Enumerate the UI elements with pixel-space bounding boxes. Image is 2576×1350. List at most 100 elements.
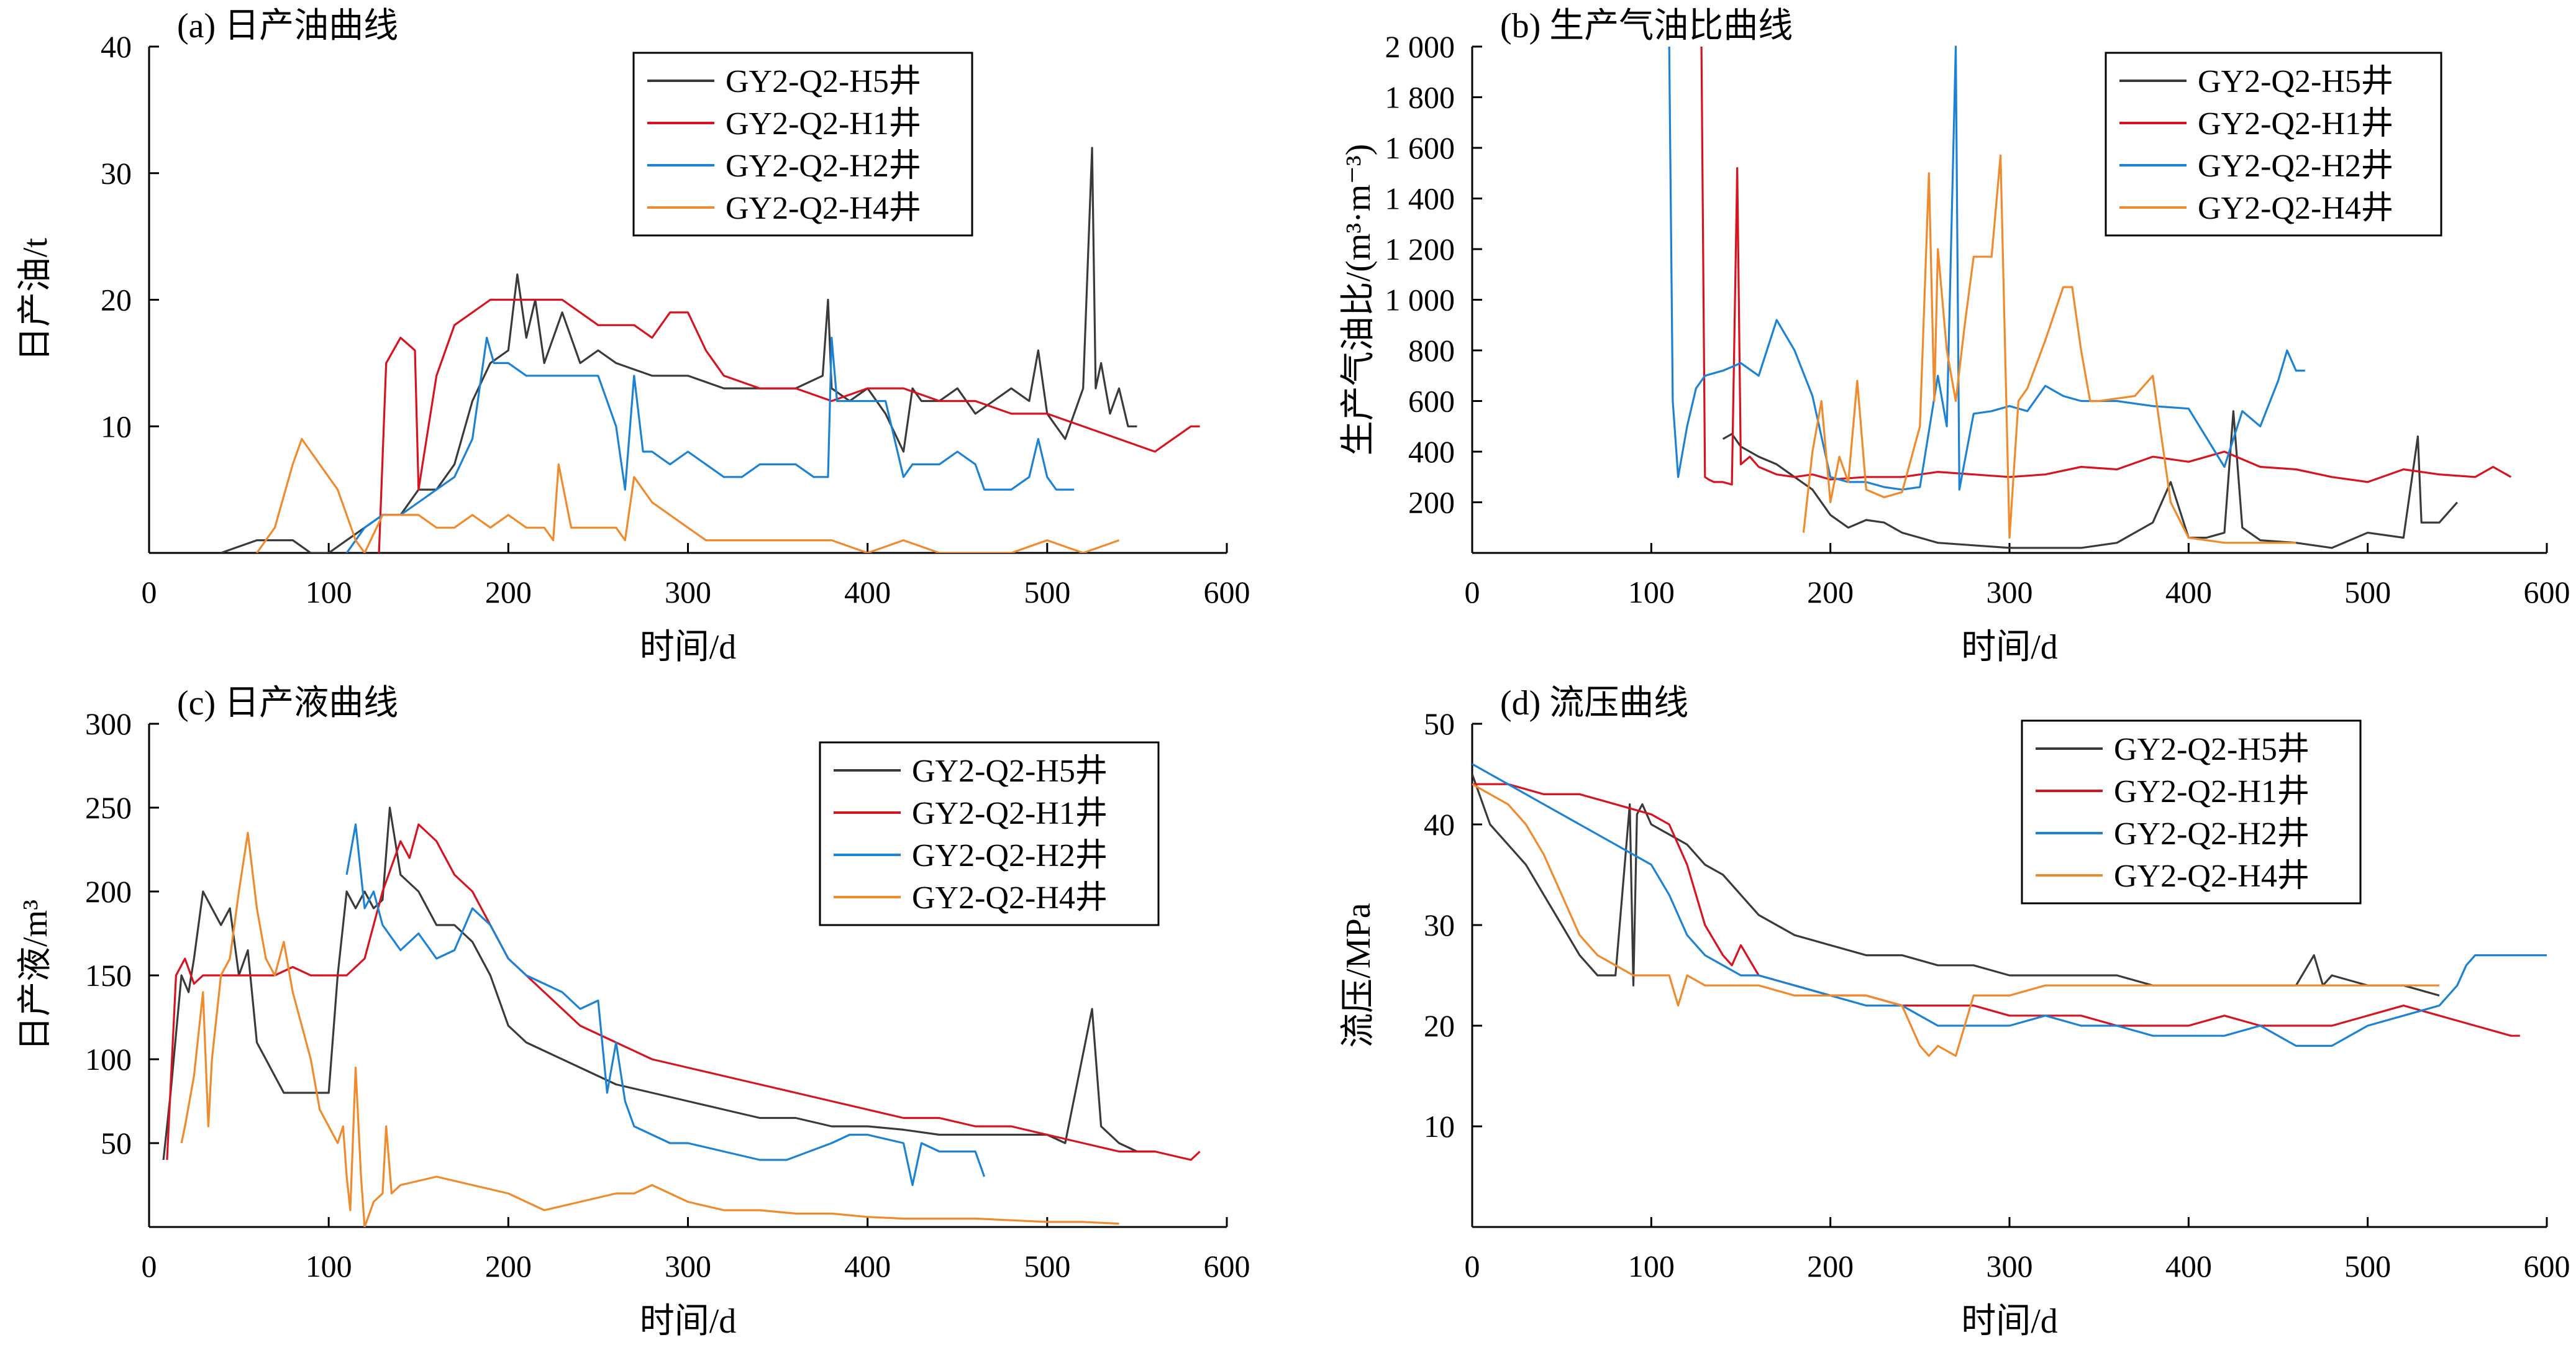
y-tick-label: 2 000 <box>1385 29 1455 64</box>
x-tick-label: 200 <box>1807 575 1854 609</box>
x-tick-label: 600 <box>1204 575 1250 609</box>
x-tick-label: 0 <box>1465 1249 1480 1284</box>
series-line-h5 <box>1722 410 2458 549</box>
series-line-h2 <box>345 823 986 1187</box>
x-axis-label: 时间/d <box>1961 628 2058 667</box>
series-line-h1 <box>1472 783 2520 1037</box>
legend-label: GY2-Q2-H1井 <box>726 106 921 142</box>
legend-label: GY2-Q2-H4井 <box>912 880 1108 916</box>
y-tick-label: 10 <box>1424 1109 1455 1144</box>
y-tick-label: 40 <box>101 29 132 64</box>
legend-box <box>2021 719 2362 905</box>
legend-label: GY2-Q2-H1井 <box>912 796 1108 831</box>
y-tick-label: 200 <box>85 874 132 909</box>
x-axis-label: 时间/d <box>640 628 737 667</box>
series-line-h4 <box>256 437 1120 553</box>
series-line-h2 <box>345 336 1075 553</box>
y-tick-label: 1 600 <box>1385 130 1455 165</box>
series-line-h1 <box>1700 46 2512 486</box>
y-tick-label: 20 <box>101 283 132 317</box>
x-tick-label: 400 <box>844 575 891 609</box>
y-tick-label: 400 <box>1408 434 1455 469</box>
x-tick-label: 200 <box>485 1249 532 1284</box>
x-tick-label: 500 <box>1024 575 1070 609</box>
legend-box <box>632 52 973 237</box>
series-line-h4 <box>180 831 1119 1227</box>
chart-panel-b: 0 100 200 300 400 500 600 200 400 600 800 1 000 1 20… <box>1339 7 2570 667</box>
x-tick-label: 100 <box>306 1249 352 1284</box>
y-tick-label: 30 <box>101 156 132 191</box>
x-tick-label: 600 <box>2524 1249 2570 1284</box>
y-tick-label: 1 000 <box>1385 283 1455 317</box>
series-line-h1 <box>378 298 1200 553</box>
x-tick-label: 600 <box>2524 575 2570 609</box>
x-tick-label: 600 <box>1204 1249 1250 1284</box>
y-tick-label: 100 <box>85 1042 132 1077</box>
x-tick-label: 500 <box>2344 1249 2391 1284</box>
series-line-h4 <box>1802 154 2296 544</box>
chart-title: (b) 生产气油比曲线 <box>1500 7 1793 45</box>
legend-label: GY2-Q2-H5井 <box>726 64 921 99</box>
y-axis-label: 生产气油比/(m³·m⁻³) <box>1339 144 1378 456</box>
y-tick-label: 20 <box>1424 1008 1455 1043</box>
x-axis-label: 时间/d <box>640 1302 737 1341</box>
x-tick-label: 300 <box>665 1249 711 1284</box>
x-tick-label: 300 <box>1987 1249 2033 1284</box>
y-tick-label: 10 <box>101 409 132 444</box>
x-tick-label: 400 <box>2165 575 2212 609</box>
y-tick-label: 50 <box>1424 706 1455 741</box>
legend-label: GY2-Q2-H1井 <box>2114 774 2310 810</box>
x-tick-label: 300 <box>1987 575 2033 609</box>
series-line-h4 <box>1472 783 2439 1057</box>
y-axis-label: 日产油/t <box>16 238 55 362</box>
x-tick-label: 200 <box>1807 1249 1854 1284</box>
y-tick-label: 1 800 <box>1385 80 1455 115</box>
legend-label: GY2-Q2-H5井 <box>2114 732 2310 767</box>
y-tick-label: 50 <box>101 1126 132 1161</box>
chart-panel-a: 0 100 200 300 400 500 600 10 20 30 40 时间/d 日产油/t (a) … <box>16 7 1250 667</box>
x-tick-label: 400 <box>844 1249 891 1284</box>
chart-title: (d) 流压曲线 <box>1500 684 1688 723</box>
legend-label: GY2-Q2-H2井 <box>2114 816 2310 852</box>
x-tick-label: 100 <box>1628 575 1675 609</box>
x-axis-label: 时间/d <box>1961 1302 2058 1341</box>
y-tick-label: 800 <box>1408 333 1455 368</box>
x-tick-label: 200 <box>485 575 532 609</box>
y-axis-label: 流压/MPa <box>1339 903 1378 1047</box>
y-tick-label: 40 <box>1424 807 1455 842</box>
legend-label: GY2-Q2-H2井 <box>2198 148 2393 184</box>
chart-title: (c) 日产液曲线 <box>177 684 398 723</box>
legend-label: GY2-Q2-H4井 <box>2198 191 2393 226</box>
x-tick-label: 0 <box>1465 575 1480 609</box>
y-tick-label: 200 <box>1408 485 1455 520</box>
legend-label: GY2-Q2-H2井 <box>726 148 921 184</box>
x-tick-label: 0 <box>142 1249 157 1284</box>
x-tick-label: 0 <box>142 575 157 609</box>
chart-panel-c: 0 100 200 300 400 500 600 50 100 150 200 250 300 时间/d… <box>16 684 1250 1341</box>
legend-box <box>2105 52 2442 237</box>
legend-label: GY2-Q2-H4井 <box>2114 859 2310 894</box>
y-tick-label: 30 <box>1424 908 1455 942</box>
x-tick-label: 100 <box>306 575 352 609</box>
x-tick-label: 500 <box>1024 1249 1070 1284</box>
legend-label: GY2-Q2-H5井 <box>2198 64 2393 99</box>
y-tick-label: 250 <box>85 790 132 825</box>
series-line-h2 <box>1472 763 2547 1047</box>
y-tick-label: 1 200 <box>1385 232 1455 267</box>
y-tick-label: 300 <box>85 706 132 741</box>
legend-label: GY2-Q2-H4井 <box>726 191 921 226</box>
legend-label: GY2-Q2-H1井 <box>2198 106 2393 142</box>
series-line-h5 <box>162 806 1155 1161</box>
chart-title: (a) 日产油曲线 <box>177 7 398 45</box>
x-tick-label: 100 <box>1628 1249 1675 1284</box>
legend-label: GY2-Q2-H5井 <box>912 754 1108 789</box>
x-tick-label: 400 <box>2165 1249 2212 1284</box>
legend-box <box>819 741 1160 926</box>
series-line-h2 <box>1668 45 2305 491</box>
legend-label: GY2-Q2-H2井 <box>912 838 1108 873</box>
y-tick-label: 150 <box>85 958 132 993</box>
y-tick-label: 1 400 <box>1385 181 1455 216</box>
y-tick-label: 600 <box>1408 384 1455 419</box>
chart-panel-d: 0 100 200 300 400 500 600 10 20 30 40 50 时间/d 流压/MPa (… <box>1339 684 2570 1341</box>
